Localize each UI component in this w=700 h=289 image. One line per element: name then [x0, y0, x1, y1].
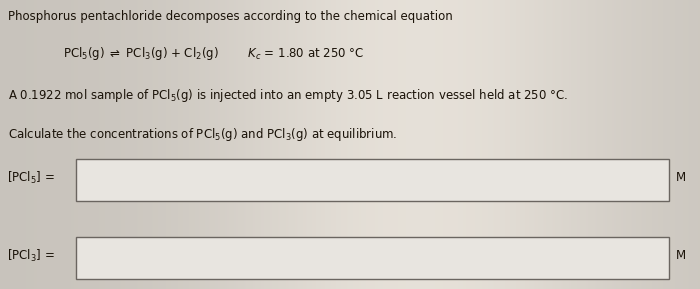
Text: Phosphorus pentachloride decomposes according to the chemical equation: Phosphorus pentachloride decomposes acco…: [8, 10, 453, 23]
Text: M: M: [676, 249, 686, 262]
Text: A 0.1922 mol sample of PCl$_5$(g) is injected into an empty 3.05 L reaction vess: A 0.1922 mol sample of PCl$_5$(g) is inj…: [8, 87, 568, 104]
FancyBboxPatch shape: [76, 237, 668, 279]
Text: M: M: [676, 171, 686, 184]
Text: [PCl$_3$] =: [PCl$_3$] =: [7, 248, 55, 264]
Text: [PCl$_5$] =: [PCl$_5$] =: [7, 170, 55, 186]
FancyBboxPatch shape: [76, 159, 668, 201]
Text: PCl$_5$(g) $\rightleftharpoons$ PCl$_3$(g) + Cl$_2$(g)        $K_c$ = 1.80 at 25: PCl$_5$(g) $\rightleftharpoons$ PCl$_3$(…: [63, 45, 364, 62]
Text: Calculate the concentrations of PCl$_5$(g) and PCl$_3$(g) at equilibrium.: Calculate the concentrations of PCl$_5$(…: [8, 126, 398, 143]
